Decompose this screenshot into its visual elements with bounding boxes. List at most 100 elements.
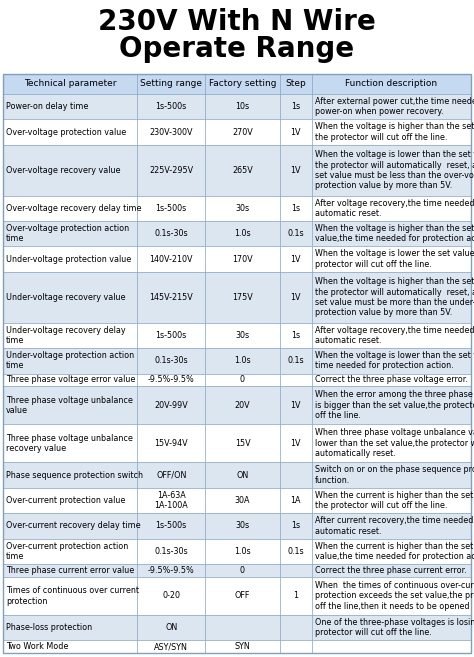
Bar [312, 424, 471, 463]
Bar [312, 577, 471, 615]
Bar [205, 488, 280, 513]
Bar [280, 615, 312, 641]
Bar [205, 463, 280, 488]
Text: When the error among the three phase voltage
is bigger than the set value,the pr: When the error among the three phase vol… [315, 390, 474, 420]
Text: OFF/ON: OFF/ON [156, 470, 186, 480]
Text: 175V: 175V [232, 293, 253, 302]
Bar [312, 463, 471, 488]
Bar [312, 145, 471, 196]
Text: 170V: 170V [232, 255, 253, 263]
Bar [280, 74, 312, 94]
Text: 270V: 270V [232, 127, 253, 137]
Text: Over-voltage recovery delay time: Over-voltage recovery delay time [6, 204, 142, 213]
Text: Over-voltage recovery value: Over-voltage recovery value [6, 166, 120, 175]
Text: Under-voltage recovery value: Under-voltage recovery value [6, 293, 126, 302]
Bar [280, 196, 312, 221]
Text: 20V: 20V [235, 401, 250, 410]
Text: Under-voltage recovery delay
time: Under-voltage recovery delay time [6, 326, 126, 345]
Text: Correct the three phase current error.: Correct the three phase current error. [315, 566, 466, 575]
Bar [205, 373, 280, 386]
Text: When the current is higher than the set value,
the protector will cut off the li: When the current is higher than the set … [315, 491, 474, 510]
Text: 0.1s: 0.1s [287, 547, 304, 556]
Bar [137, 564, 205, 577]
Text: 230V-300V: 230V-300V [149, 127, 193, 137]
Text: Three phase voltage unbalance
value: Three phase voltage unbalance value [6, 396, 133, 415]
Text: Over-current protection value: Over-current protection value [6, 496, 126, 505]
Bar [205, 615, 280, 641]
Text: Three phase voltage error value: Three phase voltage error value [6, 375, 136, 384]
Bar [3, 577, 137, 615]
Text: ON: ON [165, 623, 177, 632]
Bar [280, 120, 312, 145]
Bar [3, 424, 137, 463]
Bar [280, 373, 312, 386]
Text: SYN: SYN [235, 642, 250, 651]
Text: 10s: 10s [236, 102, 249, 111]
Bar [312, 615, 471, 641]
Bar [205, 74, 280, 94]
Text: When the voltage is lower than the set value,the
time needed for protection acti: When the voltage is lower than the set v… [315, 351, 474, 371]
Text: When the voltage is lower than the set value,
the protector will automatically  : When the voltage is lower than the set v… [315, 150, 474, 191]
Text: Phase-loss protection: Phase-loss protection [6, 623, 92, 632]
Bar [137, 577, 205, 615]
Bar [312, 196, 471, 221]
Bar [312, 74, 471, 94]
Bar [137, 246, 205, 272]
Bar [312, 488, 471, 513]
Bar [205, 577, 280, 615]
Text: After external power cut,the time needed for
power-on when power recovery.: After external power cut,the time needed… [315, 97, 474, 116]
Text: 1s-500s: 1s-500s [155, 331, 187, 340]
Text: One of the three-phase voltages is losing,the
protector will cut off the line.: One of the three-phase voltages is losin… [315, 618, 474, 637]
Text: 1s: 1s [291, 331, 301, 340]
Text: When the current is higher than the set
value,the time needed for protection act: When the current is higher than the set … [315, 541, 474, 561]
Text: 30A: 30A [235, 496, 250, 505]
Bar [3, 373, 137, 386]
Bar [280, 564, 312, 577]
Text: After voltage recovery,the time needed for
automatic reset.: After voltage recovery,the time needed f… [315, 326, 474, 345]
Bar [280, 488, 312, 513]
Bar [137, 120, 205, 145]
Text: Correct the three phase voltage error.: Correct the three phase voltage error. [315, 375, 467, 384]
Text: 15V-94V: 15V-94V [155, 439, 188, 448]
Bar [3, 94, 137, 120]
Text: 30s: 30s [236, 331, 249, 340]
Bar [312, 373, 471, 386]
Text: 1s-500s: 1s-500s [155, 522, 187, 530]
Bar [312, 221, 471, 246]
Bar [312, 272, 471, 323]
Bar [3, 323, 137, 348]
Bar [205, 221, 280, 246]
Text: 1V: 1V [291, 401, 301, 410]
Bar [280, 145, 312, 196]
Text: OFF: OFF [235, 591, 250, 600]
Bar [137, 615, 205, 641]
Bar [3, 120, 137, 145]
Text: 140V-210V: 140V-210V [149, 255, 193, 263]
Bar [3, 221, 137, 246]
Bar [312, 246, 471, 272]
Bar [137, 196, 205, 221]
Bar [312, 564, 471, 577]
Bar [3, 74, 471, 653]
Text: 1s: 1s [291, 522, 301, 530]
Text: 1s-500s: 1s-500s [155, 102, 187, 111]
Bar [205, 272, 280, 323]
Bar [205, 246, 280, 272]
Text: 225V-295V: 225V-295V [149, 166, 193, 175]
Bar [312, 386, 471, 424]
Bar [312, 120, 471, 145]
Bar [3, 246, 137, 272]
Bar [3, 539, 137, 564]
Text: Over-voltage protection action
time: Over-voltage protection action time [6, 224, 129, 244]
Text: 1s: 1s [291, 102, 301, 111]
Text: When the voltage is higher than the set
value,the time needed for protection act: When the voltage is higher than the set … [315, 224, 474, 244]
Bar [205, 386, 280, 424]
Text: ASY/SYN: ASY/SYN [155, 642, 188, 651]
Text: 145V-215V: 145V-215V [149, 293, 193, 302]
Text: 0-20: 0-20 [162, 591, 180, 600]
Text: 1: 1 [293, 591, 298, 600]
Bar [137, 373, 205, 386]
Text: 20V-99V: 20V-99V [155, 401, 188, 410]
Bar [280, 424, 312, 463]
Bar [205, 120, 280, 145]
